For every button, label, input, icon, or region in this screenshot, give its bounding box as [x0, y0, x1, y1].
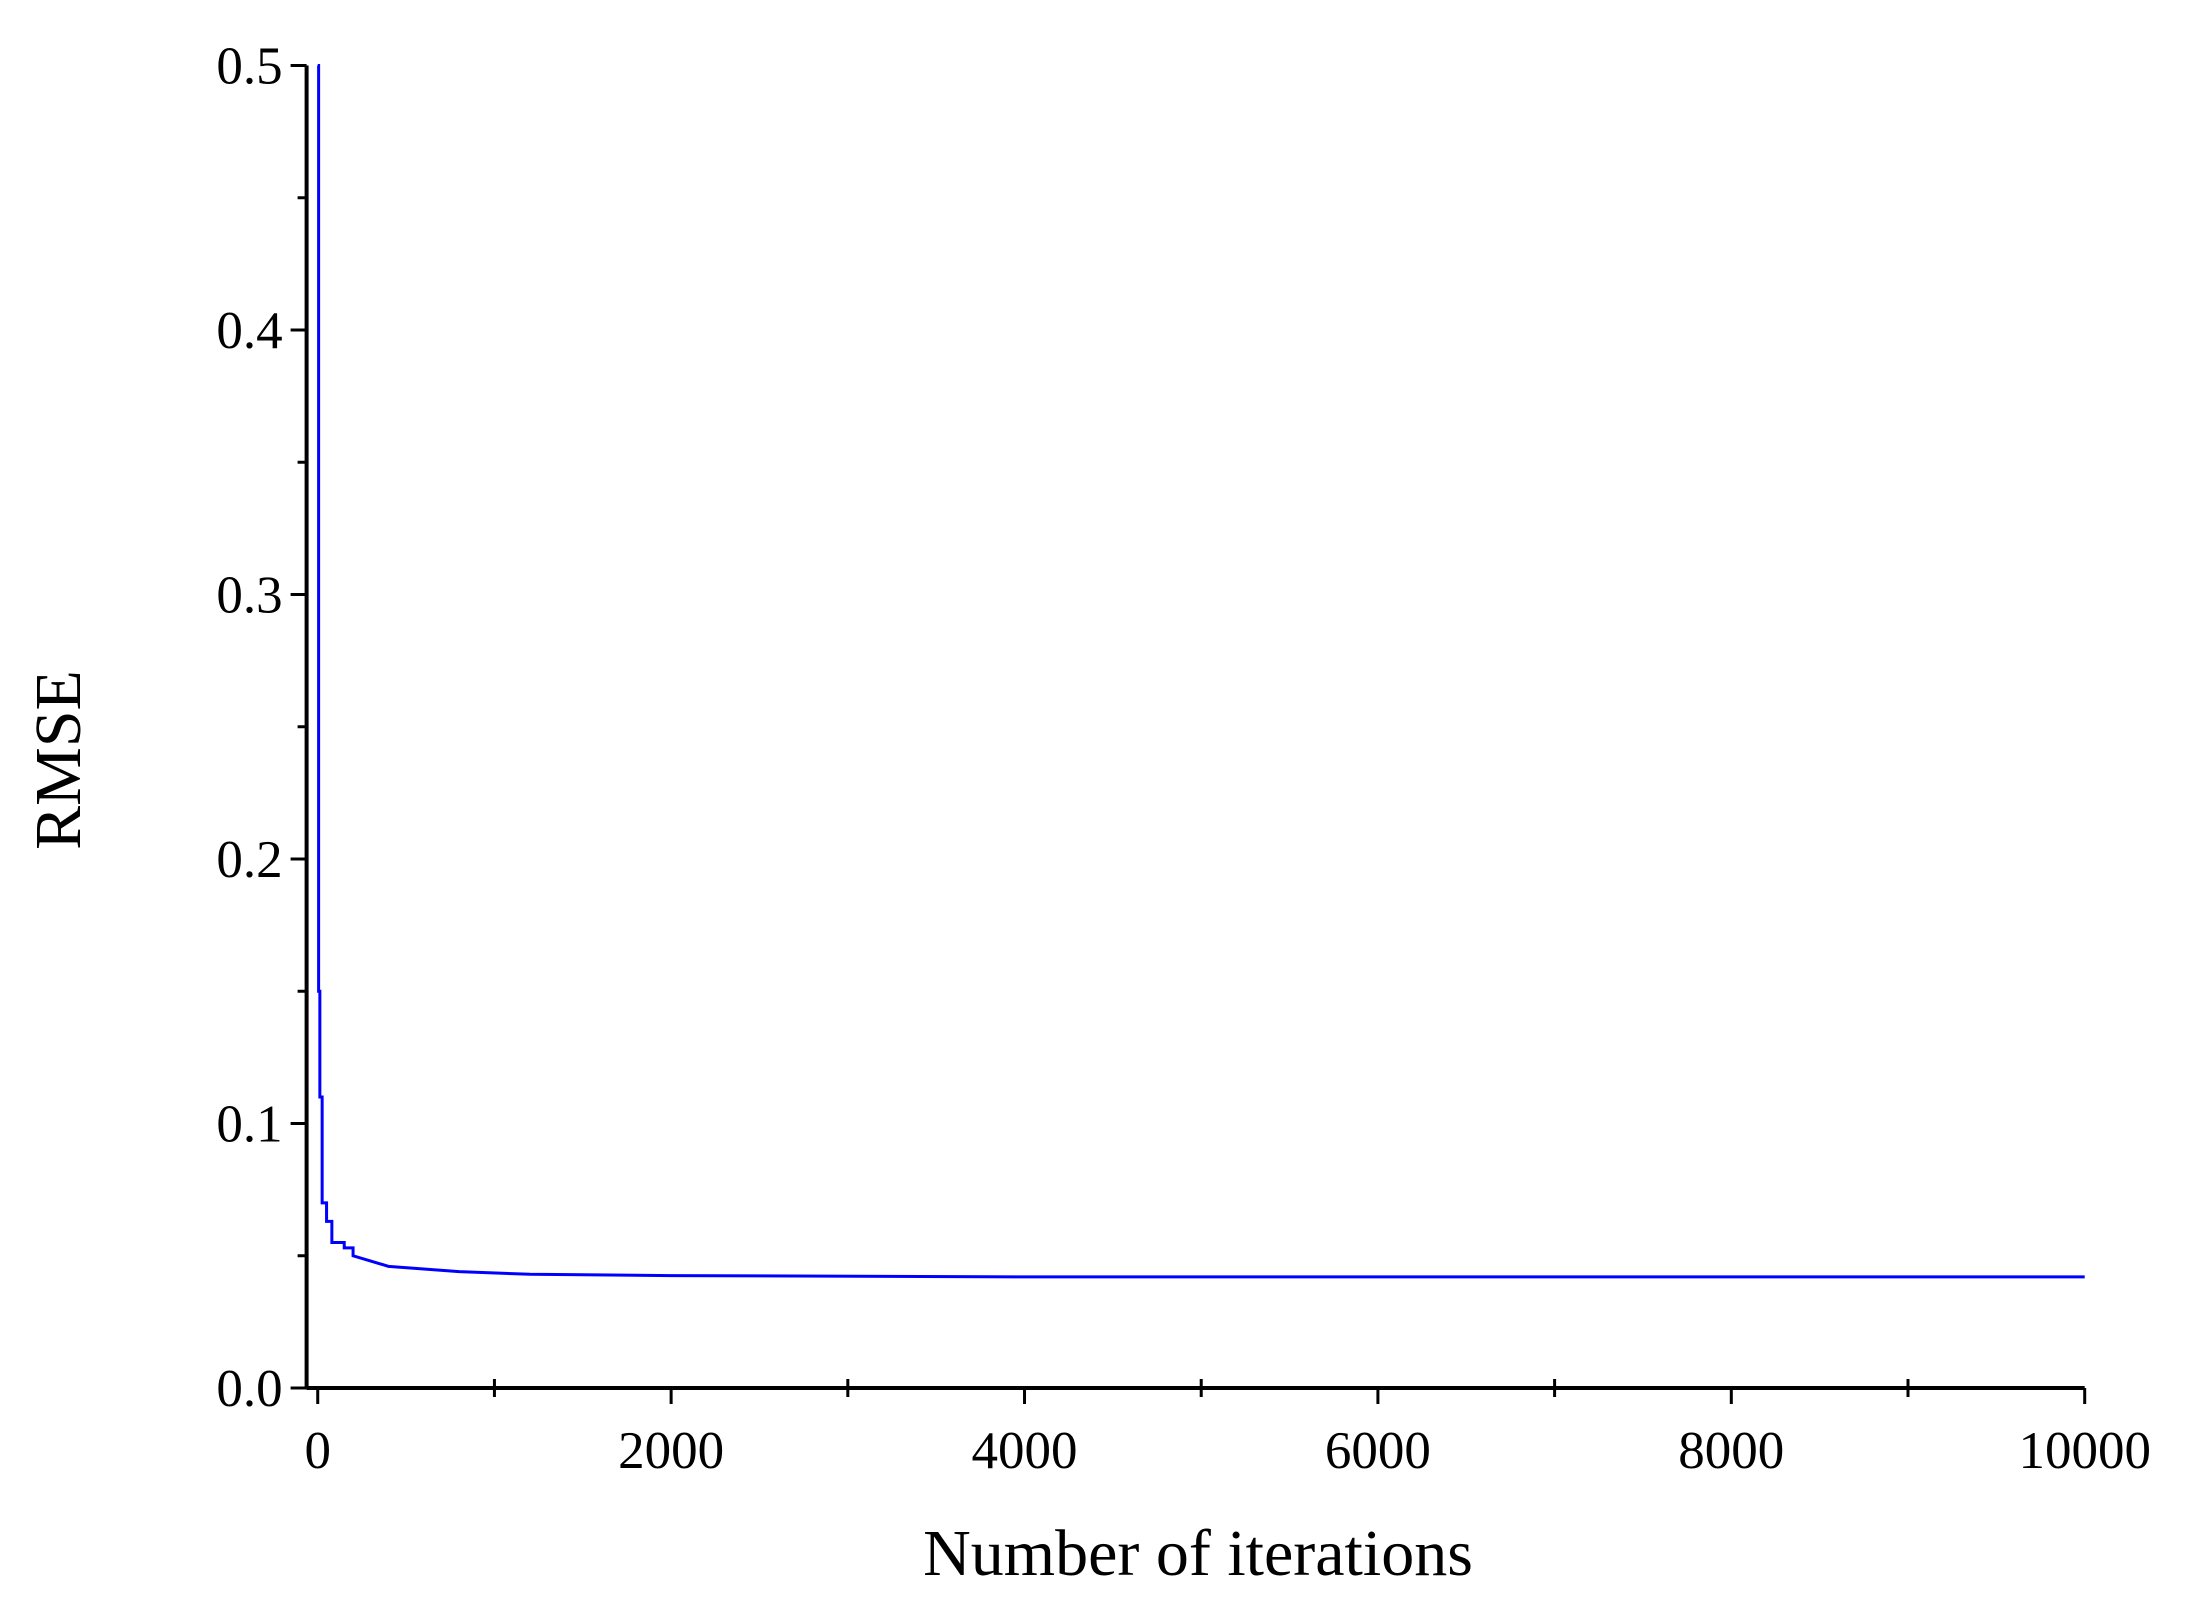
x-tick-label: 6000	[1325, 1422, 1431, 1480]
x-tick-label: 8000	[1678, 1422, 1784, 1480]
x-tick-label: 0	[304, 1422, 331, 1480]
y-tick-label: 0.3	[216, 567, 282, 625]
y-axis-title: RMSE	[22, 670, 95, 850]
y-tick-label: 0.5	[216, 38, 282, 96]
x-tick-label: 10000	[2018, 1422, 2151, 1480]
x-tick-label: 2000	[618, 1422, 724, 1480]
data-line	[317, 64, 2085, 1279]
y-tick-label: 0.0	[216, 1360, 282, 1418]
y-tick-label: 0.1	[216, 1096, 282, 1154]
y-tick-label: 0.2	[216, 831, 282, 889]
x-tick-label: 4000	[972, 1422, 1078, 1480]
y-tick-label: 0.4	[216, 302, 282, 360]
x-axis-title: Number of iterations	[923, 1517, 1473, 1590]
